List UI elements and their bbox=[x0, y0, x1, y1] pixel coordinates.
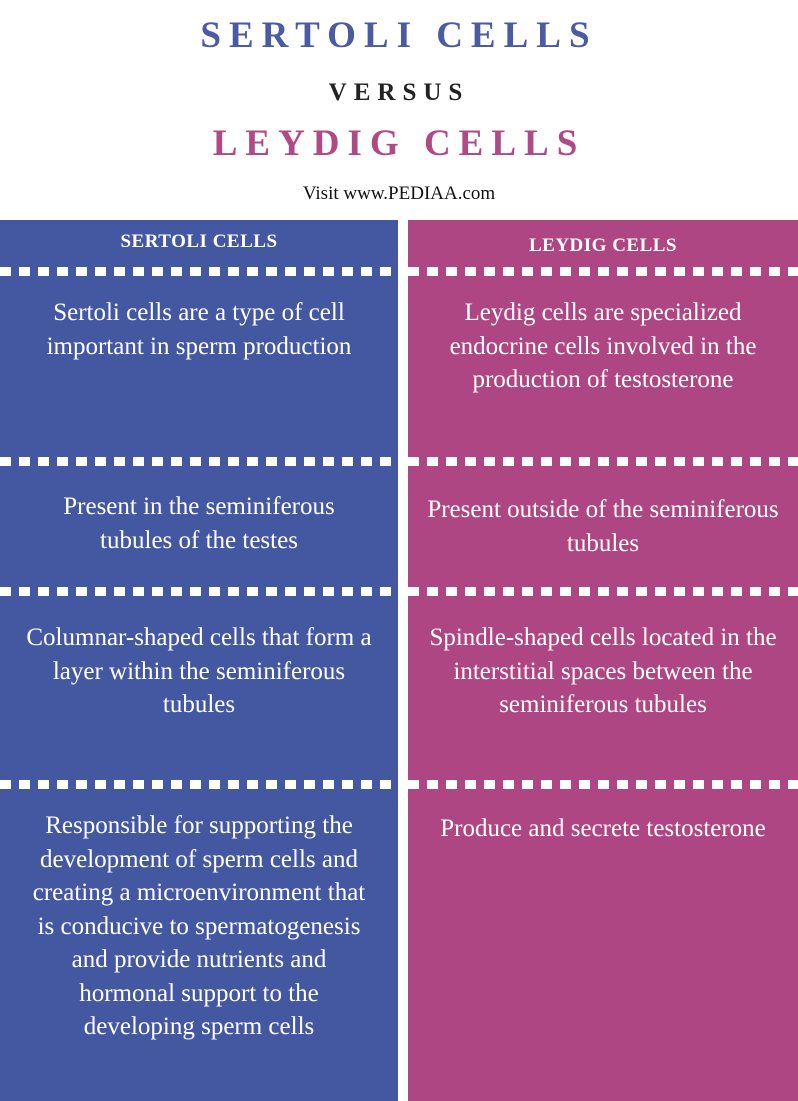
leydig-column-heading: LEYDIG CELLS bbox=[528, 235, 678, 256]
dotted-divider bbox=[0, 457, 398, 466]
dotted-divider bbox=[0, 780, 398, 789]
sertoli-row-shape: Columnar-shaped cells that form a layer … bbox=[26, 624, 372, 718]
leydig-row-definition: Leydig cells are specialized endocrine c… bbox=[449, 299, 757, 393]
dotted-divider bbox=[408, 267, 798, 276]
dotted-divider bbox=[0, 587, 398, 596]
header: SERTOLI CELLS VERSUS LEYDIG CELLS Visit … bbox=[0, 0, 798, 220]
leydig-column: LEYDIG CELLS Leydig cells are specialize… bbox=[408, 220, 798, 1101]
dotted-divider bbox=[408, 780, 798, 789]
leydig-row-location: Present outside of the seminiferous tubu… bbox=[427, 496, 779, 557]
leydig-row-function: Produce and secrete testosterone bbox=[440, 815, 766, 842]
sertoli-row-definition: Sertoli cells are a type of cell importa… bbox=[46, 299, 352, 360]
title-sertoli: SERTOLI CELLS bbox=[200, 15, 598, 56]
visit-link-text: Visit www.PEDIAA.com bbox=[302, 183, 496, 204]
title-leydig: LEYDIG CELLS bbox=[212, 123, 586, 164]
versus-label: VERSUS bbox=[328, 79, 470, 106]
dotted-divider bbox=[408, 587, 798, 596]
leydig-row-shape: Spindle-shaped cells located in the inte… bbox=[429, 624, 777, 718]
sertoli-row-function: Responsible for supporting the developme… bbox=[32, 812, 366, 1040]
dotted-divider bbox=[408, 457, 798, 466]
dotted-divider bbox=[0, 267, 398, 276]
sertoli-column-heading: SERTOLI CELLS bbox=[120, 231, 278, 252]
sertoli-row-location: Present in the seminiferous tubules of t… bbox=[63, 493, 335, 554]
sertoli-column: SERTOLI CELLS Sertoli cells are a type o… bbox=[0, 220, 398, 1101]
